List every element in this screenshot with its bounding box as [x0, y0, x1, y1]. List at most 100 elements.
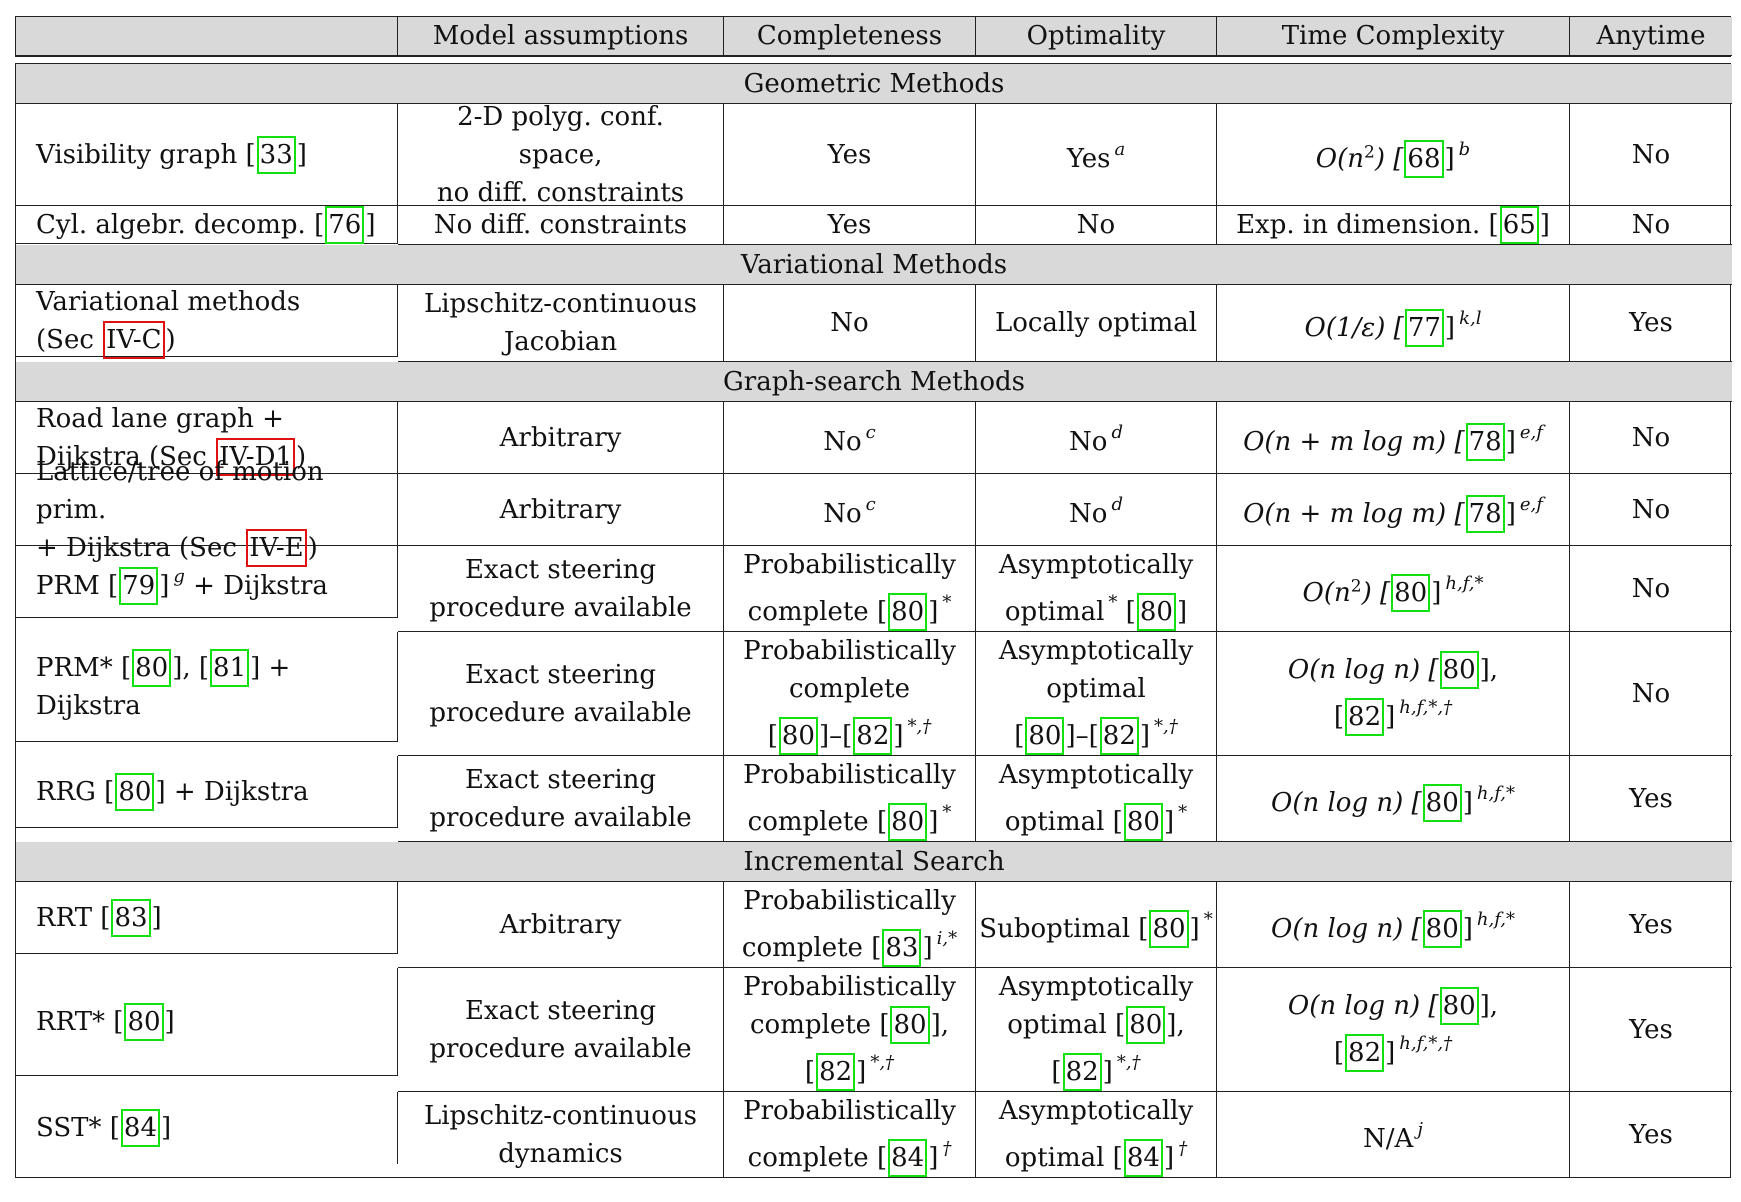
header-optimality: Optimality [976, 17, 1217, 56]
table-row-method: PRM [79] g + Dijkstra [16, 546, 398, 618]
citation-link[interactable]: 83 [882, 929, 922, 967]
citation-link[interactable]: 80 [890, 1006, 930, 1044]
anytime-cell: Yes [1570, 285, 1732, 362]
model-text: 2-D polyg. conf. space, no diff. constra… [436, 101, 685, 208]
citation-link[interactable]: 84 [888, 1139, 928, 1177]
citation-link[interactable]: 76 [325, 205, 365, 244]
time-cell: O(n + m log m) [78] e,f [1217, 402, 1570, 474]
comparison-table: Model assumptions Completeness Optimalit… [15, 16, 1732, 1178]
anytime-cell: Yes [1570, 968, 1732, 1092]
completeness-cell: Probabilistically complete [80] * [724, 546, 976, 632]
time-cell: Exp. in dimension. [65] [1217, 206, 1570, 245]
table-row-method: RRT [83] [16, 882, 398, 954]
citation-link[interactable]: 78 [1465, 495, 1505, 533]
citation-link[interactable]: 68 [1404, 140, 1444, 178]
citation-link[interactable]: 80 [1391, 574, 1431, 612]
citation-link[interactable]: 80 [124, 1002, 164, 1041]
model-cell: Arbitrary [398, 402, 724, 474]
table-row-method: RRG [80] + Dijkstra [16, 756, 398, 828]
completeness-cell: No c [724, 474, 976, 546]
anytime-cell: No [1570, 474, 1732, 546]
citation-link[interactable]: 84 [120, 1109, 161, 1147]
optimality-cell: No d [976, 474, 1217, 546]
section-graph-search: Graph-search Methods [16, 362, 1732, 402]
header-blank [16, 17, 398, 56]
time-cell: N/A j [1217, 1092, 1570, 1177]
model-cell: Lipschitz-continuous Jacobian [398, 285, 724, 362]
citation-link[interactable]: 80 [888, 803, 928, 841]
header-time-complexity: Time Complexity [1217, 17, 1570, 56]
model-cell: Exact steering procedure available [398, 968, 724, 1092]
completeness-cell: Probabilistically complete [84] † [724, 1092, 976, 1177]
time-cell: O(n + m log m) [78] e,f [1217, 474, 1570, 546]
time-cell: O(n log n) [80],[82] h,f,*,† [1217, 632, 1570, 756]
table-row-method: Variational methods (Sec IV-C) [16, 285, 398, 359]
table-row-method: Lattice/tree of motion prim. + Dijkstra (… [16, 457, 398, 567]
citation-link[interactable]: 81 [210, 648, 250, 687]
citation-link[interactable]: 82 [1345, 1034, 1385, 1072]
anytime-cell: No [1570, 632, 1732, 756]
model-cell: Arbitrary [398, 474, 724, 546]
time-cell: O(n log n) [80] h,f,* [1217, 756, 1570, 842]
citation-link[interactable]: 79 [119, 567, 159, 605]
section-incremental: Incremental Search [16, 842, 1732, 882]
section-link[interactable]: IV-E [246, 528, 307, 567]
completeness-cell: No c [724, 402, 976, 474]
citation-link[interactable]: 80 [778, 717, 818, 755]
optimality-cell: No d [976, 402, 1217, 474]
citation-link[interactable]: 80 [1439, 651, 1479, 689]
anytime-cell: Yes [1629, 1119, 1673, 1150]
model-cell: Lipschitz-continuous dynamics [398, 1092, 724, 1177]
optimality-cell: Asymptotically optimal[80]–[82] *,† [976, 632, 1217, 756]
section-link[interactable]: IV-D1 [216, 437, 295, 476]
anytime-cell: No [1570, 402, 1732, 474]
completeness-cell: Probabilistically complete [80] * [724, 756, 976, 842]
citation-link[interactable]: 82 [853, 717, 893, 755]
header-model-assumptions: Model assumptions [398, 17, 724, 56]
header-completeness: Completeness [724, 17, 976, 56]
time-cell: O(n2) [80] h,f,* [1217, 546, 1570, 632]
citation-link[interactable]: 80 [1123, 803, 1163, 841]
model-cell: Arbitrary [398, 882, 724, 968]
citation-link[interactable]: 78 [1465, 423, 1505, 461]
completeness-cell: Yes [724, 206, 976, 245]
citation-link[interactable]: 80 [1149, 910, 1189, 948]
table-row-method: Road lane graph + Dijkstra (Sec IV-D1) [16, 402, 398, 476]
citation-link[interactable]: 33 [256, 135, 296, 174]
anytime-cell: Yes [1570, 882, 1732, 968]
model-cell: No diff. constraints [398, 206, 724, 245]
citation-link[interactable]: 83 [111, 898, 151, 937]
citation-link[interactable]: 80 [1422, 910, 1462, 948]
table-row-method: SST* [84] [16, 1092, 398, 1164]
citation-link[interactable]: 84 [1123, 1139, 1163, 1177]
completeness-cell: Probabilistically complete[80]–[82] *,† [724, 632, 976, 756]
citation-link[interactable]: 82 [1345, 698, 1385, 736]
citation-link[interactable]: 65 [1499, 206, 1539, 244]
citation-link[interactable]: 80 [1439, 987, 1479, 1025]
section-link[interactable]: IV-C [103, 320, 165, 359]
anytime-cell: Yes [1570, 756, 1732, 842]
citation-link[interactable]: 82 [1062, 1053, 1102, 1091]
citation-link[interactable]: 80 [1126, 1006, 1166, 1044]
table-row-method: PRM* [80], [81] + Dijkstra [16, 632, 398, 742]
section-variational: Variational Methods [16, 245, 1732, 285]
citation-link[interactable]: 82 [1099, 717, 1139, 755]
model-cell: 2-D polyg. conf. space, no diff. constra… [398, 102, 724, 208]
citation-link[interactable]: 80 [115, 772, 155, 811]
citation-link[interactable]: 77 [1404, 308, 1444, 347]
citation-link[interactable]: 82 [816, 1053, 856, 1091]
optimality-cell: Locally optimal [976, 285, 1217, 362]
table-row-method: Visibility graph [33] [16, 104, 398, 206]
anytime-cell: No [1570, 104, 1732, 206]
citation-link[interactable]: 80 [1025, 717, 1065, 755]
table-row-method: Cyl. algebr. decomp. [76] [16, 205, 398, 244]
table-header: Model assumptions Completeness Optimalit… [15, 16, 1732, 57]
citation-link[interactable]: 80 [1136, 593, 1176, 631]
citation-link[interactable]: 80 [1422, 784, 1462, 822]
completeness-cell: Probabilistically complete [83] i,* [724, 882, 976, 968]
citation-link[interactable]: 80 [132, 648, 172, 687]
section-geometric: Geometric Methods [16, 64, 1732, 104]
model-cell: Exact steering procedure available [398, 756, 724, 842]
citation-link[interactable]: 80 [888, 593, 928, 631]
optimality-cell: No [976, 206, 1217, 245]
